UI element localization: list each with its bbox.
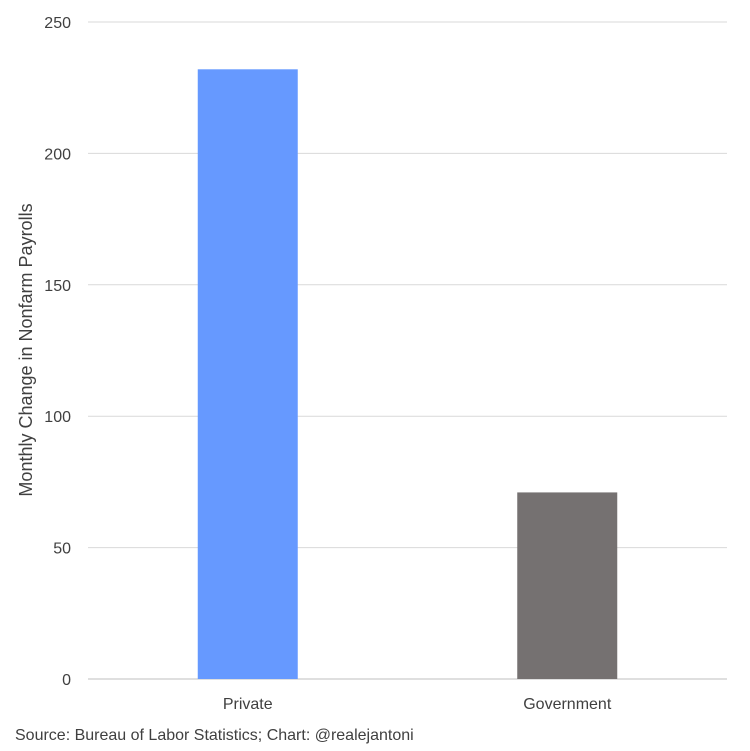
bar-government [517, 492, 618, 679]
x-category-label: Government [523, 696, 612, 713]
bars [197, 69, 618, 679]
x-axis-categories: Private Government [223, 696, 612, 713]
y-tick-label: 0 [62, 672, 71, 689]
y-axis-ticks: 0 50 100 150 200 250 [44, 15, 71, 689]
y-axis-label: Monthly Change in Nonfarm Payrolls [16, 203, 36, 496]
y-tick-label: 100 [44, 409, 71, 426]
y-tick-label: 150 [44, 278, 71, 295]
y-tick-label: 200 [44, 146, 71, 163]
gridlines [88, 21, 727, 680]
x-category-label: Private [223, 696, 273, 713]
bar-private [197, 69, 298, 679]
source-note: Source: Bureau of Labor Statistics; Char… [15, 727, 414, 744]
y-tick-label: 50 [53, 541, 71, 558]
y-tick-label: 250 [44, 15, 71, 32]
